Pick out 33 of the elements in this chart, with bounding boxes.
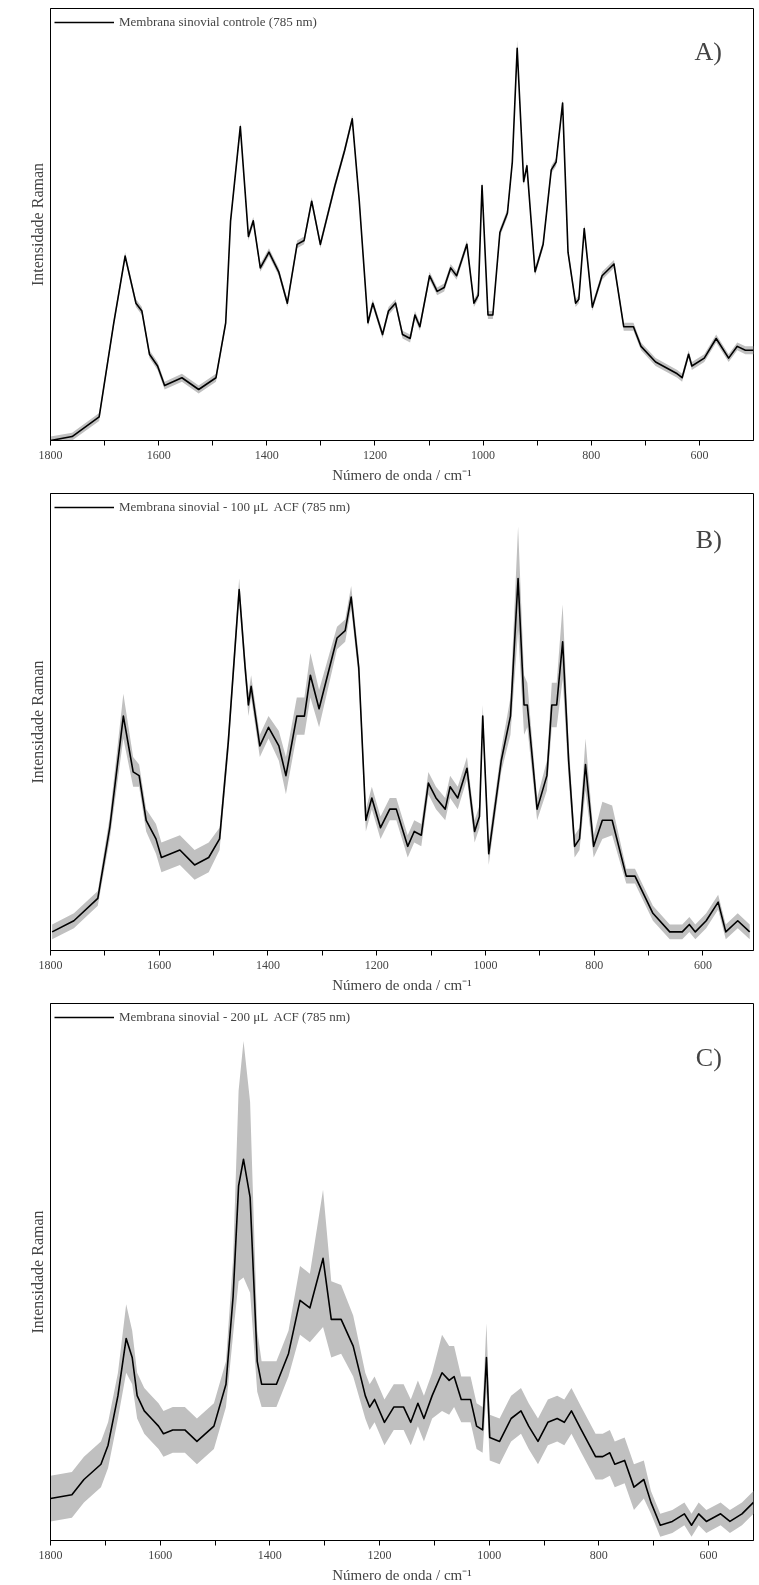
x-tick-label: 1400 <box>255 957 280 972</box>
text: C) <box>695 1042 722 1072</box>
x-axis-title: Número de onda / cm⁻¹ <box>332 466 472 483</box>
y-axis-title: Intensidade Raman <box>28 162 46 287</box>
x-axis-title: Número de onda / cm⁻¹ <box>332 976 472 993</box>
text: B) <box>695 524 722 554</box>
x-tick-label: 800 <box>589 1547 608 1562</box>
x-tick-label: 1800 <box>38 1547 63 1562</box>
x-tick-label: 600 <box>690 447 709 462</box>
legend-label: Membrana sinovial - 100 μL ACF (785 nm) <box>119 499 351 515</box>
x-tick-label: 1200 <box>362 447 387 462</box>
x-tick-label: 600 <box>693 957 712 972</box>
annotation: A) <box>694 37 722 67</box>
x-tick-label: 1600 <box>146 447 171 462</box>
x-tick-label: 1000 <box>473 957 498 972</box>
x-tick-label: 1000 <box>471 447 496 462</box>
x-tick-label: 1800 <box>38 447 63 462</box>
x-tick-label: 1800 <box>38 957 63 972</box>
legend-label: Membrana sinovial controle (785 nm) <box>119 14 317 30</box>
x-axis-title: Número de onda / cm⁻¹ <box>332 1566 472 1583</box>
legend-label: Membrana sinovial - 200 μL ACF (785 nm) <box>119 1009 351 1025</box>
x-tick-label: 1400 <box>257 1547 282 1562</box>
x-tick-label: 800 <box>582 447 601 462</box>
x-tick-label: 800 <box>585 957 604 972</box>
x-tick-label: 1000 <box>477 1547 502 1562</box>
x-tick-label: 1400 <box>254 447 279 462</box>
x-tick-label: 1600 <box>148 1547 173 1562</box>
x-tick-label: 1200 <box>367 1547 392 1562</box>
x-tick-label: 600 <box>699 1547 718 1562</box>
y-axis-title: Intensidade Raman <box>28 1210 46 1334</box>
x-tick-label: 1200 <box>364 957 389 972</box>
x-tick-label: 1600 <box>147 957 172 972</box>
y-axis-title: Intensidade Raman <box>28 660 46 784</box>
